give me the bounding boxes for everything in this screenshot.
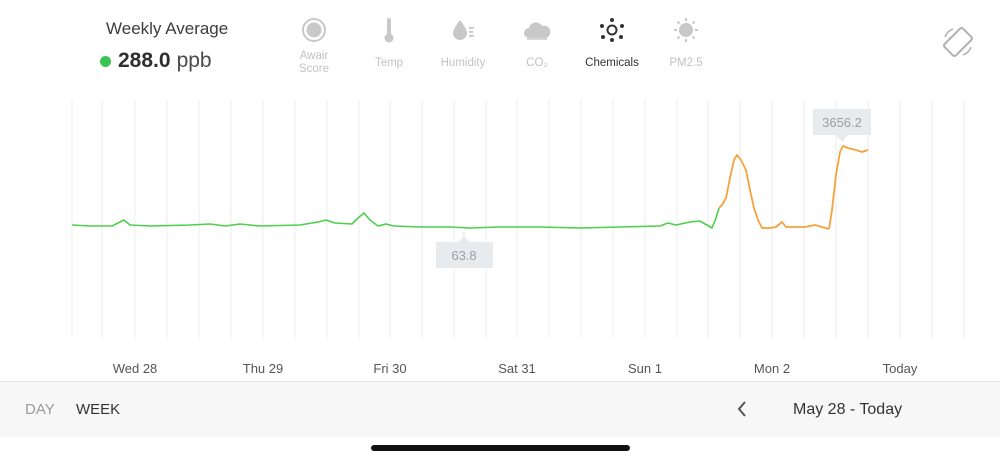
min-value-label: 63.8 — [451, 248, 476, 263]
chemicals-line-elevated-2 — [828, 145, 869, 230]
metric-label: Chemicals — [585, 57, 639, 69]
metric-awair-score[interactable]: Awair Score — [274, 14, 354, 76]
status-dot — [100, 55, 111, 67]
metric-label: CO₂ — [526, 57, 548, 69]
footer-bar: DAY WEEK May 28 - Today — [0, 381, 1000, 437]
x-tick-label: Sun 1 — [628, 361, 662, 376]
average-unit: ppb — [176, 49, 212, 72]
average-number: 288.0 — [118, 49, 171, 72]
thermometer-icon — [349, 14, 429, 46]
previous-range-button[interactable] — [732, 396, 752, 422]
x-tick-label: Sat 31 — [498, 361, 536, 376]
x-tick-label: Wed 28 — [112, 361, 158, 376]
metric-chemicals[interactable]: Chemicals — [572, 14, 652, 70]
metric-pm25[interactable]: PM2.5 — [646, 14, 726, 70]
weekly-average-value: 288.0 ppb — [100, 49, 212, 73]
x-tick-label: Mon 2 — [753, 361, 791, 376]
chemicals-line-normal — [71, 207, 720, 229]
metric-co2[interactable]: CO₂ — [497, 14, 577, 70]
max-value-marker: 3656.2 — [813, 109, 871, 142]
date-range-label: May 28 - Today — [793, 401, 903, 418]
co2-cloud-icon — [497, 14, 577, 46]
metric-label: Humidity — [440, 57, 486, 69]
rotate-screen-button[interactable] — [941, 25, 975, 59]
tab-day[interactable]: DAY — [25, 401, 55, 418]
metric-label: PM2.5 — [669, 57, 703, 69]
max-value-label: 3656.2 — [822, 115, 862, 130]
rotate-screen-icon — [942, 26, 974, 58]
chemicals-line-elevated-1 — [718, 154, 830, 230]
home-indicator — [371, 445, 630, 451]
metric-label: Awair Score — [298, 50, 330, 75]
tab-week[interactable]: WEEK — [76, 401, 121, 418]
metric-temp[interactable]: Temp — [349, 14, 429, 70]
min-value-marker: 63.8 — [436, 232, 493, 268]
metric-humidity[interactable]: Humidity — [423, 14, 503, 70]
x-tick-label: Thu 29 — [242, 361, 284, 376]
chart-grid — [71, 100, 965, 338]
chevron-left-icon — [737, 401, 746, 417]
x-tick-label: Today — [882, 361, 918, 376]
humidity-drop-icon — [423, 14, 503, 46]
chemicals-line-chart: 63.8 3656.2 — [71, 100, 965, 338]
chemicals-icon — [572, 14, 652, 46]
awair-score-icon — [274, 14, 354, 46]
pm25-icon — [646, 14, 726, 46]
weekly-average-title: Weekly Average — [106, 19, 229, 38]
x-tick-label: Fri 30 — [373, 361, 407, 376]
metric-label: Temp — [374, 57, 404, 69]
